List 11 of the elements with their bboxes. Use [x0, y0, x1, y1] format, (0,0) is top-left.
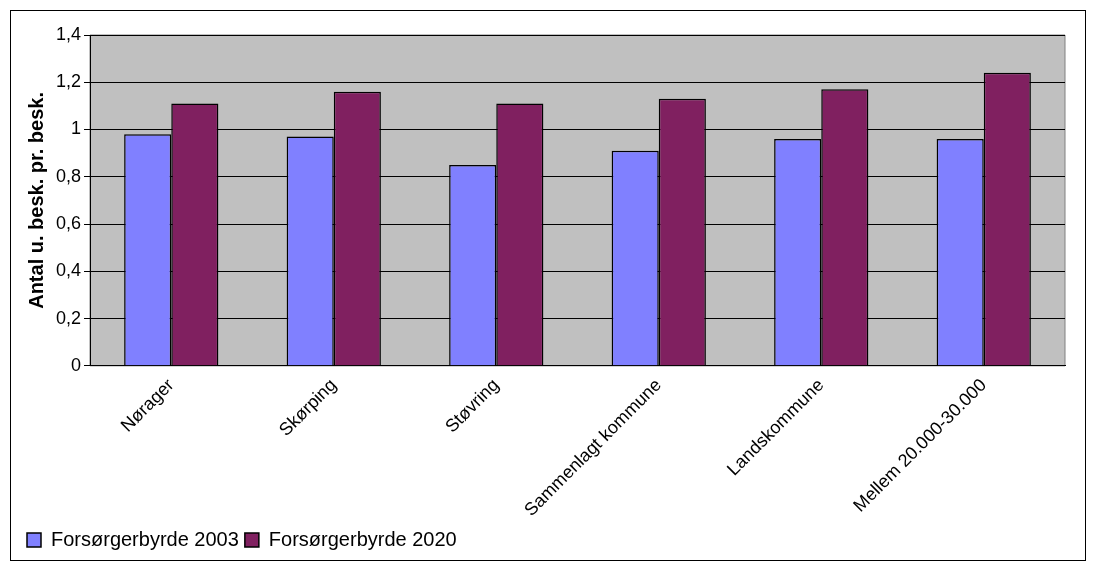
y-tick-label: 0,4: [55, 260, 82, 281]
y-axis-title: Antal u. besk. pr. besk.: [24, 92, 47, 309]
y-tick-label: 1: [71, 118, 82, 139]
y-tick-label: 0: [71, 354, 82, 375]
y-tick-label: 1,2: [55, 71, 82, 92]
legend-label: Forsørgerbyrde 2003: [51, 527, 239, 550]
y-tick-label: 0,8: [55, 165, 82, 186]
y-tick-label: 0,2: [55, 307, 82, 328]
y-tick-label: 1,4: [55, 23, 82, 44]
legend-label: Forsørgerbyrde 2020: [268, 527, 457, 550]
y-tick-label: 0,6: [55, 213, 82, 234]
